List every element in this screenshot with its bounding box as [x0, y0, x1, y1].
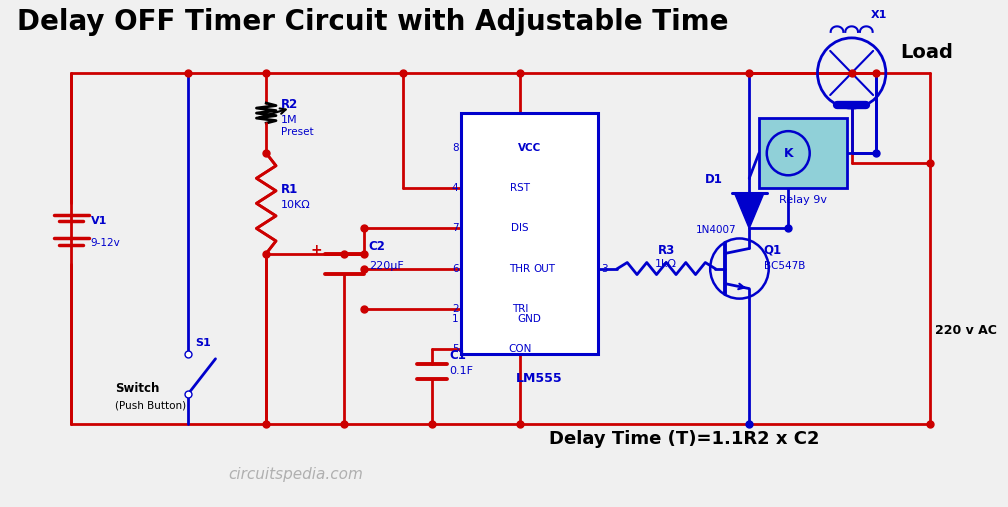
Text: 4: 4 [452, 184, 459, 193]
Text: DIS: DIS [511, 224, 529, 233]
Text: +: + [310, 243, 322, 258]
Text: 10KΩ: 10KΩ [281, 200, 310, 210]
Text: C1: C1 [450, 349, 467, 362]
Text: 220 v AC: 220 v AC [934, 324, 997, 337]
Bar [759, 118, 847, 188]
Text: Q1: Q1 [764, 243, 782, 257]
Text: 1N4007: 1N4007 [696, 226, 736, 235]
Text: Delay OFF Timer Circuit with Adjustable Time: Delay OFF Timer Circuit with Adjustable … [17, 8, 729, 36]
Text: 8: 8 [452, 143, 459, 153]
Text: S1: S1 [195, 338, 211, 348]
Text: 3: 3 [601, 264, 608, 274]
Text: VCC: VCC [518, 143, 541, 153]
Text: (Push Button): (Push Button) [115, 401, 186, 411]
Text: R3: R3 [657, 243, 675, 257]
Text: Load: Load [900, 43, 954, 62]
Text: C2: C2 [369, 240, 385, 254]
Text: circuitspedia.com: circuitspedia.com [228, 466, 363, 482]
Text: Relay 9v: Relay 9v [779, 195, 827, 205]
Text: D1: D1 [706, 173, 723, 186]
Text: 1M: 1M [281, 115, 297, 125]
Text: 6: 6 [452, 264, 459, 274]
Text: R1: R1 [281, 184, 298, 196]
Text: LM555: LM555 [516, 372, 562, 385]
Text: 5: 5 [452, 344, 459, 354]
Polygon shape [735, 193, 764, 229]
Text: 0.1F: 0.1F [450, 366, 474, 376]
Text: 220μF: 220μF [369, 261, 403, 271]
Text: V1: V1 [91, 216, 107, 227]
Text: RST: RST [510, 184, 530, 193]
Text: 9-12v: 9-12v [91, 238, 120, 248]
Bar [462, 113, 598, 354]
Text: BC547B: BC547B [764, 261, 805, 271]
Text: 1kΩ: 1kΩ [655, 259, 677, 269]
Text: TRI: TRI [512, 304, 528, 314]
Text: Preset: Preset [281, 127, 313, 137]
Text: THR: THR [509, 264, 530, 274]
Text: K: K [783, 147, 793, 160]
Text: Delay Time (T)=1.1R2 x C2: Delay Time (T)=1.1R2 x C2 [549, 430, 820, 448]
Text: OUT: OUT [533, 264, 555, 274]
Text: Switch: Switch [115, 382, 159, 395]
Text: GND: GND [518, 314, 541, 323]
Text: X1: X1 [871, 10, 888, 20]
Text: CON: CON [508, 344, 531, 354]
Text: 2: 2 [452, 304, 459, 314]
Text: R2: R2 [281, 98, 298, 111]
Text: 1: 1 [452, 314, 459, 323]
Text: 7: 7 [452, 224, 459, 233]
